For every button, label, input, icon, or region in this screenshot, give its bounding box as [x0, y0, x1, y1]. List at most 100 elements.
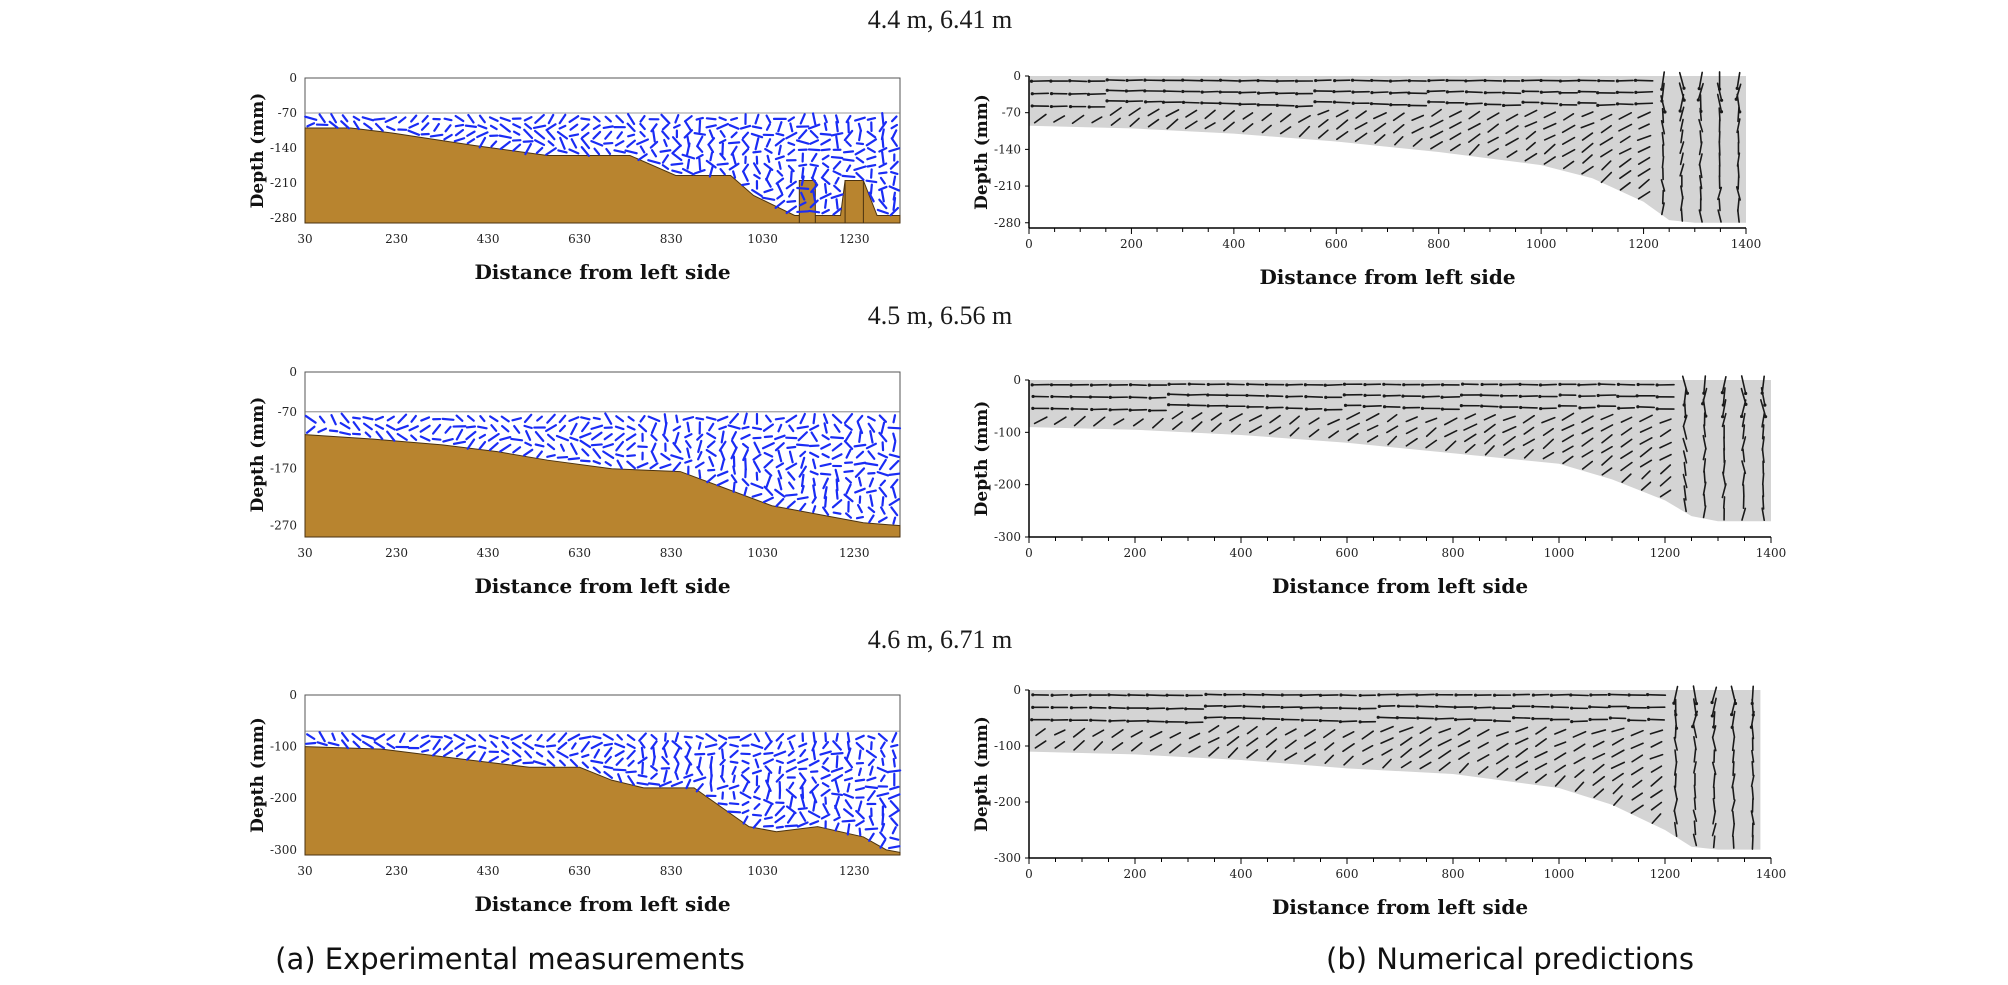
vector-head: [1627, 718, 1631, 722]
vector: [764, 765, 773, 774]
vector: [845, 140, 852, 147]
vector: [853, 443, 867, 448]
x-tick-label: 430: [477, 546, 500, 560]
vector: [807, 148, 821, 152]
vector: [490, 140, 498, 148]
vector: [1673, 760, 1678, 776]
vector: [751, 426, 763, 431]
vector: [1366, 424, 1379, 432]
vector-head: [1280, 717, 1285, 722]
vector-head: [1030, 104, 1034, 108]
vector: [1505, 125, 1519, 135]
vector: [889, 459, 900, 471]
vector: [1703, 424, 1707, 438]
vector: [1619, 135, 1631, 144]
vector: [684, 433, 693, 439]
vector: [1484, 445, 1495, 456]
vector: [1693, 761, 1697, 774]
y-tick-label: -100: [270, 740, 297, 754]
vector: [876, 766, 890, 774]
vector: [1722, 471, 1727, 487]
vector: [1731, 786, 1735, 801]
vector: [1227, 747, 1239, 759]
vector-head: [1070, 407, 1074, 411]
vector: [1261, 112, 1273, 122]
vector: [843, 469, 854, 474]
vector-head: [1395, 693, 1400, 697]
vector: [890, 506, 899, 517]
vector: [681, 153, 696, 160]
vector: [880, 189, 885, 203]
vector: [1362, 744, 1374, 752]
vector: [1443, 417, 1458, 426]
vector: [1324, 742, 1335, 751]
vector: [330, 414, 337, 426]
caption-numerical: (b) Numerical predictions: [1326, 942, 1694, 976]
panel-experimental-row-1: 30 230 430 630 830 1030 12300-70-140-210-280Di…: [248, 71, 901, 284]
vector: [778, 765, 782, 775]
vector-head: [1088, 693, 1092, 697]
vector: [1459, 762, 1469, 774]
vector: [877, 516, 888, 523]
vector: [824, 495, 828, 508]
vector: [352, 740, 361, 749]
vector-head: [1521, 89, 1525, 93]
vector: [786, 734, 796, 740]
vector-head: [1323, 408, 1328, 412]
vector: [705, 124, 717, 129]
vector: [727, 424, 741, 430]
vector: [1524, 109, 1538, 118]
vector: [693, 132, 707, 136]
vector: [328, 429, 339, 433]
vector: [708, 455, 715, 468]
vector: [754, 113, 760, 125]
vector: [375, 430, 384, 440]
vector: [716, 784, 729, 790]
vector: [1208, 724, 1220, 733]
vector: [888, 809, 900, 818]
vector-head: [1615, 90, 1619, 94]
vector: [1737, 174, 1740, 190]
y-axis-label: Depth (mm): [248, 93, 268, 209]
vector: [683, 773, 694, 779]
vector-head: [1089, 718, 1093, 722]
vector-head: [1165, 707, 1169, 711]
vector: [1592, 775, 1606, 786]
vector-head: [1363, 382, 1367, 387]
vector-head: [1588, 717, 1592, 722]
vector: [1554, 752, 1567, 761]
vector: [466, 414, 475, 422]
vector: [1502, 425, 1517, 434]
vector-head: [1577, 383, 1581, 387]
vector: [833, 184, 842, 193]
vector: [614, 140, 625, 147]
vector: [891, 826, 897, 835]
vector-head: [1265, 394, 1270, 398]
vector-head: [1672, 701, 1676, 705]
vector: [1514, 737, 1529, 745]
x-axis-label: Distance from left side: [1259, 265, 1515, 289]
vector: [1699, 186, 1702, 201]
vector-head: [1512, 716, 1516, 720]
vector: [351, 732, 362, 742]
vector-head: [1461, 382, 1465, 386]
vector: [1503, 448, 1515, 457]
vector: [777, 477, 783, 491]
vector: [1416, 705, 1435, 708]
vector: [454, 123, 465, 128]
vector: [419, 424, 431, 433]
vector: [823, 114, 828, 124]
vector: [761, 196, 776, 201]
vector: [1449, 143, 1461, 152]
vector: [557, 732, 568, 743]
vector: [1638, 178, 1650, 189]
vector: [853, 461, 867, 466]
vector: [773, 750, 787, 757]
vector-head: [1186, 403, 1190, 407]
vector: [616, 733, 624, 741]
vector: [1166, 118, 1179, 130]
vector: [1393, 123, 1405, 134]
vector: [844, 512, 853, 519]
vector: [777, 741, 783, 750]
vector: [1324, 754, 1335, 765]
